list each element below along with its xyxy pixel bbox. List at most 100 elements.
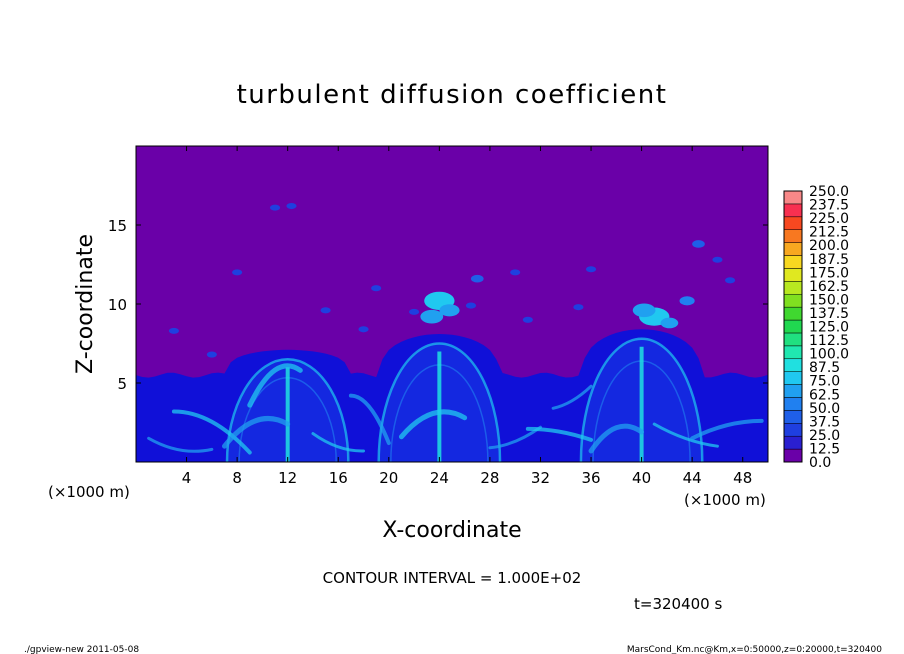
turbulent-eddy xyxy=(690,418,764,441)
colorbar-swatch xyxy=(783,345,803,360)
colorbar-swatch xyxy=(783,203,803,218)
colorbar-swatch xyxy=(783,293,803,308)
turbulent-blob xyxy=(168,327,179,334)
turbulent-eddy xyxy=(348,393,391,446)
colorbar-level-label: 87.5 xyxy=(809,360,840,376)
colorbar-frame xyxy=(783,190,803,463)
colorbar-swatch xyxy=(783,384,803,398)
turbulent-blob xyxy=(712,256,723,263)
turbulent-blob xyxy=(692,240,705,248)
turbulent-eddy xyxy=(525,426,594,442)
colorbar-level-label: 150.0 xyxy=(809,292,849,308)
colorbar-swatch xyxy=(783,423,803,437)
x-tick-label: 28 xyxy=(480,469,499,487)
x-tick-label: 8 xyxy=(232,469,242,487)
turbulent-eddy xyxy=(311,432,366,453)
y-axis: 5 10 15 xyxy=(108,217,768,393)
x-tick-label: 48 xyxy=(733,469,752,487)
colorbar-level-label: 25.0 xyxy=(809,428,840,444)
turbulent-blob xyxy=(465,302,477,309)
colorbar-level-label: 212.5 xyxy=(809,225,849,241)
colorbar: 0.012.525.037.550.062.575.087.5100.0112.… xyxy=(783,184,849,471)
x-axis-unit: (×1000 m) xyxy=(48,483,130,501)
colorbar-swatch xyxy=(783,358,803,372)
plume-stem xyxy=(437,351,442,462)
colorbar-level-label: 0.0 xyxy=(809,455,831,471)
turbulent-blob xyxy=(573,304,584,311)
colorbar-swatch xyxy=(783,268,803,282)
colorbar-swatch xyxy=(783,371,803,385)
colorbar-level-label: 162.5 xyxy=(809,279,849,295)
turbulent-blob xyxy=(585,266,597,273)
turbulent-blob xyxy=(725,277,736,284)
colorbar-level-label: 112.5 xyxy=(809,333,849,349)
turbulent-blob xyxy=(320,307,331,314)
colorbar-swatch xyxy=(783,242,803,256)
colorbar-level-label: 75.0 xyxy=(809,374,840,390)
turbulent-eddy xyxy=(147,436,214,453)
colorbar-level-label: 125.0 xyxy=(809,320,849,336)
colorbar-swatch xyxy=(783,229,803,243)
x-axis-label: X-coordinate xyxy=(382,518,521,543)
y-axis-unit: (×1000 m) xyxy=(684,491,766,509)
turbulent-blob xyxy=(420,309,444,324)
turbulent-eddy xyxy=(171,409,252,455)
turbulent-eddy xyxy=(588,423,645,454)
x-tick-label: 16 xyxy=(329,469,348,487)
x-tick-label: 32 xyxy=(531,469,550,487)
colorbar-swatch xyxy=(783,448,803,463)
turbulent-blob xyxy=(409,308,420,315)
colorbar-swatch xyxy=(783,332,803,347)
colorbar-level-label: 250.0 xyxy=(809,184,849,200)
colorbar-swatch xyxy=(783,319,803,334)
colorbar-swatch xyxy=(783,410,803,424)
x-axis: 4 8 12 16 20 24 28 32 36 40 44 48 xyxy=(182,146,752,487)
colorbar-swatch xyxy=(783,281,803,295)
colorbar-level-label: 12.5 xyxy=(809,441,840,457)
plume-stem xyxy=(639,346,644,462)
colorbar-swatch xyxy=(783,397,803,411)
heatmap-field xyxy=(136,203,768,462)
x-tick-label: 24 xyxy=(430,469,449,487)
colorbar-level-label: 237.5 xyxy=(809,198,849,214)
x-tick-label: 44 xyxy=(683,469,702,487)
x-tick-label: 4 xyxy=(182,469,192,487)
y-tick-label: 5 xyxy=(117,375,127,393)
colorbar-level-label: 187.5 xyxy=(809,252,849,268)
turbulent-eddy xyxy=(247,363,303,408)
turbulent-blob xyxy=(679,296,695,306)
time-label: t=320400 s xyxy=(634,595,722,613)
colorbar-swatch xyxy=(783,190,803,205)
colorbar-level-label: 200.0 xyxy=(809,238,849,254)
plume-stem xyxy=(285,367,290,462)
colorbar-level-label: 225.0 xyxy=(809,211,849,227)
turbulent-blob xyxy=(632,303,656,318)
colorbar-swatch xyxy=(783,306,803,321)
plot-area xyxy=(135,145,769,463)
x-tick-label: 40 xyxy=(632,469,651,487)
colorbar-level-label: 37.5 xyxy=(809,414,840,430)
turbulent-blob xyxy=(269,204,281,211)
turbulent-eddy xyxy=(551,384,593,410)
turbulent-eddy xyxy=(398,409,468,440)
contour-interval: CONTOUR INTERVAL = 1.000E+02 xyxy=(323,569,582,587)
turbulent-blob xyxy=(470,274,484,283)
turbulent-blob xyxy=(510,269,521,276)
y-tick-label: 15 xyxy=(108,217,127,235)
chart-title: turbulent diffusion coefficient xyxy=(237,80,668,110)
turbulent-blob xyxy=(439,304,460,317)
turbulent-blob xyxy=(371,285,382,292)
x-tick-label: 20 xyxy=(379,469,398,487)
colorbar-level-label: 62.5 xyxy=(809,387,840,403)
turbulent-blob xyxy=(358,326,369,333)
turbulent-blob xyxy=(660,317,679,329)
colorbar-level-label: 100.0 xyxy=(809,347,849,363)
turbulent-blob xyxy=(286,203,297,210)
turbulent-blob xyxy=(232,269,243,276)
colorbar-swatch xyxy=(783,435,803,450)
turbulent-eddy xyxy=(221,416,291,449)
x-tick-label: 12 xyxy=(278,469,297,487)
y-axis-label: Z-coordinate xyxy=(73,234,98,374)
turbulent-blob xyxy=(206,351,217,358)
